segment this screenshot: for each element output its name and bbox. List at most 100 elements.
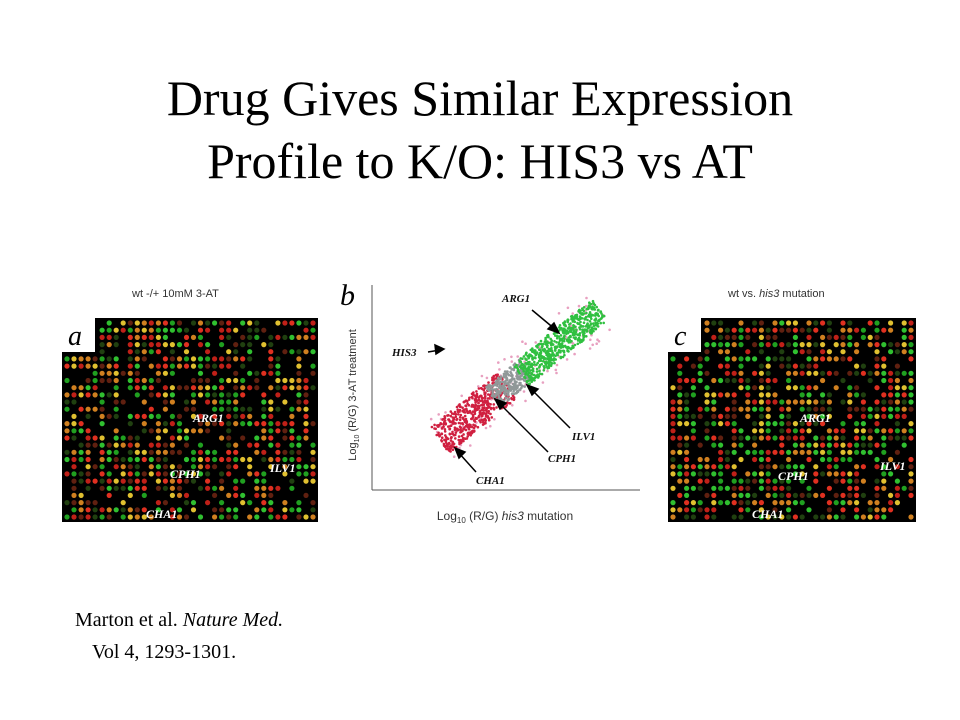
array-spot (99, 349, 105, 355)
scatter-point (595, 305, 598, 309)
array-spot (826, 392, 833, 398)
array-spot (85, 377, 91, 384)
scatter-point (529, 353, 532, 357)
array-spot (296, 334, 302, 340)
array-spot (792, 399, 799, 405)
array-spot (684, 442, 690, 448)
scatter-point (497, 361, 500, 364)
array-spot (779, 342, 785, 348)
arrow-head (546, 321, 561, 335)
scatter-point (554, 368, 558, 372)
array-spot (888, 413, 894, 419)
scatter-point (577, 309, 581, 312)
array-spot (310, 514, 316, 520)
scatter-point (568, 338, 571, 342)
scatter-point (462, 408, 465, 412)
array-spot (799, 478, 805, 484)
array-spot (268, 514, 274, 520)
array-spot (718, 449, 724, 455)
array-spot (148, 514, 154, 520)
array-spot (254, 442, 260, 448)
array-spot (813, 370, 819, 376)
array-spot (289, 385, 295, 391)
array-spot (745, 478, 751, 484)
array-spot (806, 421, 812, 427)
scatter-point (450, 436, 453, 439)
array-spot (219, 320, 225, 326)
array-spot (758, 478, 765, 484)
scatter-point (495, 406, 498, 409)
array-spot (833, 342, 839, 348)
scatter-point (455, 417, 459, 421)
array-spot (197, 327, 204, 333)
array-spot (127, 356, 133, 362)
array-spot (881, 399, 887, 405)
array-spot (169, 421, 175, 427)
scatter-point (474, 397, 477, 400)
array-spot (303, 334, 309, 340)
array-spot (99, 485, 105, 491)
array-spot (792, 342, 799, 348)
array-spot (677, 385, 683, 391)
array-spot (738, 435, 744, 441)
scatter-point (472, 426, 476, 430)
scatter-point (538, 369, 541, 373)
scatter-point (571, 312, 574, 315)
array-spot (758, 392, 765, 398)
array-spot (113, 413, 119, 419)
array-spot (833, 435, 839, 441)
array-spot (908, 485, 914, 491)
array-spot (854, 385, 860, 391)
array-spot (758, 334, 765, 340)
array-spot (127, 464, 133, 470)
scatter-point (504, 382, 507, 386)
array-spot (310, 385, 316, 391)
array-spot (874, 492, 880, 498)
scatter-point (440, 436, 444, 440)
array-spot (724, 413, 731, 419)
array-spot (197, 514, 204, 520)
array-spot (670, 514, 676, 520)
array-spot (711, 514, 717, 520)
array-spot (724, 327, 731, 333)
array-spot (765, 478, 771, 484)
scatter-point (562, 321, 565, 325)
array-spot (786, 363, 792, 369)
scatter-point (460, 434, 464, 438)
array-spot (85, 356, 91, 362)
array-spot (840, 428, 846, 434)
array-spot (765, 406, 771, 412)
scatter-point (518, 378, 522, 381)
scatter-point (492, 403, 496, 406)
array-spot (197, 392, 204, 398)
scatter-point (522, 390, 526, 393)
array-spot (690, 514, 697, 520)
scatter-point (509, 374, 513, 378)
array-spot (833, 471, 839, 477)
array-spot (99, 421, 105, 427)
scatter-point (491, 385, 494, 388)
array-spot (704, 342, 710, 348)
array-spot (826, 449, 833, 455)
array-spot (833, 370, 839, 376)
array-spot (127, 456, 133, 463)
array-spot (847, 449, 853, 455)
array-spot (268, 334, 274, 340)
array-spot (867, 428, 873, 434)
array-spot (162, 320, 168, 326)
array-spot (183, 471, 190, 477)
array-spot (155, 507, 161, 513)
array-spot (310, 456, 316, 463)
scatter-point (552, 332, 556, 336)
scatter-point (487, 393, 490, 396)
scatter-point (452, 442, 456, 446)
array-spot (697, 363, 703, 369)
array-spot (786, 327, 792, 333)
array-spot (78, 492, 84, 498)
gene-label: CHA1 (752, 507, 783, 521)
array-spot (813, 327, 819, 333)
scatter-point (588, 320, 592, 323)
array-spot (268, 385, 274, 391)
scatter-point (468, 424, 471, 428)
scatter-point (582, 306, 586, 309)
